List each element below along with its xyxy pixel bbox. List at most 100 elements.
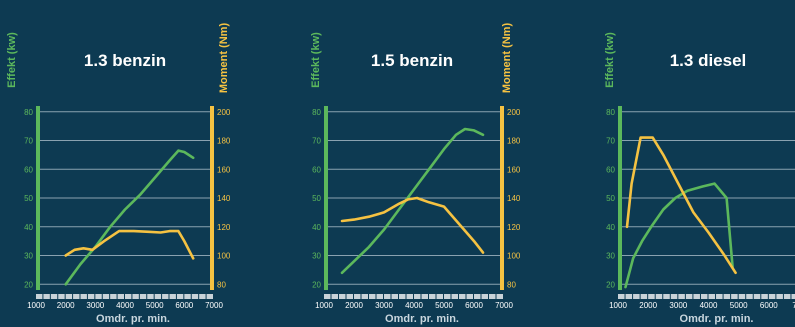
- chart-panel-3: 20 30 40 50 60 70 80 1000 2000 3000 4000 5000 6000 70…: [604, 32, 795, 325]
- chart-title: 1.5 benzin: [371, 51, 453, 70]
- right-tick-label: 160: [507, 165, 521, 174]
- chart-title: 1.3 diesel: [670, 51, 747, 70]
- x-tick-label: 6000: [465, 301, 483, 310]
- x-axis-bar-segment: [361, 294, 368, 299]
- x-axis-bar-segment: [36, 294, 43, 299]
- x-tick-label: 700: [792, 301, 795, 310]
- x-tick-label: 2000: [345, 301, 363, 310]
- x-axis-bar-segment: [110, 294, 117, 299]
- x-axis-bar-segment: [132, 294, 139, 299]
- right-tick-label: 80: [507, 280, 516, 289]
- x-tick-label: 4000: [405, 301, 423, 310]
- left-tick-label: 60: [312, 165, 321, 174]
- x-axis-bar-segment: [339, 294, 346, 299]
- left-tick-label: 80: [24, 108, 33, 117]
- x-axis-bar-segment: [444, 294, 451, 299]
- x-axis-bar-segment: [162, 294, 169, 299]
- x-tick-label: 4000: [116, 301, 134, 310]
- right-tick-label: 180: [217, 137, 231, 146]
- left-axis-label: Effekt (kw): [6, 32, 18, 88]
- x-axis-bar-segment: [768, 294, 776, 299]
- x-axis-bar-segment: [753, 294, 761, 299]
- x-axis-bar-segment: [43, 294, 50, 299]
- x-axis-bar-segment: [625, 294, 633, 299]
- left-tick-label: 70: [24, 137, 33, 146]
- x-axis-bar-segment: [708, 294, 716, 299]
- right-axis-label: Moment (Nm): [501, 23, 513, 94]
- chart-panel-1: 20 30 40 50 60 70 80 80 100 120 140 160 180 200 1000 20…: [6, 23, 231, 325]
- right-tick-label: 100: [217, 252, 231, 261]
- left-tick-label: 80: [606, 108, 615, 117]
- left-tick-label: 50: [312, 194, 321, 203]
- x-axis-bar-segment: [199, 294, 206, 299]
- x-axis-bar-segment: [369, 294, 376, 299]
- right-tick-label: 140: [217, 194, 231, 203]
- x-axis-bar-segment: [399, 294, 406, 299]
- left-tick-label: 30: [24, 252, 33, 261]
- x-axis-bar-segment: [451, 294, 458, 299]
- x-tick-label: 4000: [700, 301, 718, 310]
- effekt-line: [340, 127, 485, 275]
- x-tick-label: 6000: [175, 301, 193, 310]
- x-axis-bar-segment: [716, 294, 723, 299]
- right-tick-label: 120: [507, 223, 521, 232]
- x-axis-bar-segment: [391, 294, 398, 299]
- x-axis-bar-segment: [693, 294, 700, 299]
- left-axis-bar: [36, 106, 40, 290]
- left-tick-label: 80: [312, 108, 321, 117]
- right-tick-label: 180: [507, 137, 521, 146]
- x-axis-bar-segment: [496, 294, 503, 299]
- x-axis-bar-segment: [474, 294, 481, 299]
- x-axis-bar-segment: [791, 294, 795, 299]
- right-tick-label: 100: [507, 252, 521, 261]
- x-axis-bar-segment: [125, 294, 132, 299]
- moment-line: [625, 136, 737, 275]
- x-tick-label: 2000: [57, 301, 75, 310]
- x-axis-bar-segment: [429, 294, 436, 299]
- x-axis-bar-segment: [406, 294, 413, 299]
- left-tick-label: 20: [606, 280, 615, 289]
- x-axis-bar-segment: [73, 294, 80, 299]
- x-tick-label: 3000: [669, 301, 687, 310]
- x-axis-bar-segment: [761, 294, 768, 299]
- right-axis-bar: [500, 106, 504, 290]
- x-axis-bar-segment: [640, 294, 648, 299]
- x-axis-bar-segment: [481, 294, 488, 299]
- x-axis-bar-segment: [746, 294, 753, 299]
- x-axis-bar-segment: [489, 294, 496, 299]
- x-axis-bar-segment: [376, 294, 383, 299]
- right-axis-label: Moment (Nm): [218, 23, 230, 94]
- chart-title: 1.3 benzin: [84, 51, 166, 70]
- left-tick-label: 30: [312, 252, 321, 261]
- x-tick-label: 5000: [435, 301, 453, 310]
- left-tick-label: 60: [606, 165, 615, 174]
- right-tick-label: 200: [507, 108, 521, 117]
- left-tick-label: 40: [606, 223, 615, 232]
- x-axis-bar-segment: [685, 294, 693, 299]
- x-axis-bar-segment: [618, 294, 625, 299]
- x-axis-bar-segment: [346, 294, 353, 299]
- x-axis-bar-segment: [169, 294, 176, 299]
- right-tick-label: 120: [217, 223, 231, 232]
- x-axis-bar-segment: [58, 294, 65, 299]
- effekt-line: [64, 149, 195, 286]
- left-axis-label: Effekt (kw): [604, 32, 616, 88]
- right-tick-label: 160: [217, 165, 231, 174]
- x-axis-bar-segment: [466, 294, 473, 299]
- x-axis-bar-segment: [331, 294, 338, 299]
- x-axis-bar-segment: [421, 294, 428, 299]
- x-axis-bar-segment: [738, 294, 746, 299]
- x-tick-label: 2000: [639, 301, 657, 310]
- chart-panel-2: 20 30 40 50 60 70 80 80 100 120 140 160 180 200 1000 20…: [310, 23, 521, 325]
- x-axis-bar-segment: [354, 294, 361, 299]
- x-axis-bar-segment: [648, 294, 655, 299]
- x-axis-bar-segment: [184, 294, 191, 299]
- x-axis-label: Omdr. pr. min.: [385, 313, 459, 325]
- right-axis-bar: [210, 106, 214, 290]
- x-axis-bar-segment: [459, 294, 466, 299]
- x-axis-bar-segment: [206, 294, 213, 299]
- x-tick-label: 3000: [86, 301, 104, 310]
- x-tick-label: 1000: [315, 301, 333, 310]
- x-tick-label: 7000: [495, 301, 513, 310]
